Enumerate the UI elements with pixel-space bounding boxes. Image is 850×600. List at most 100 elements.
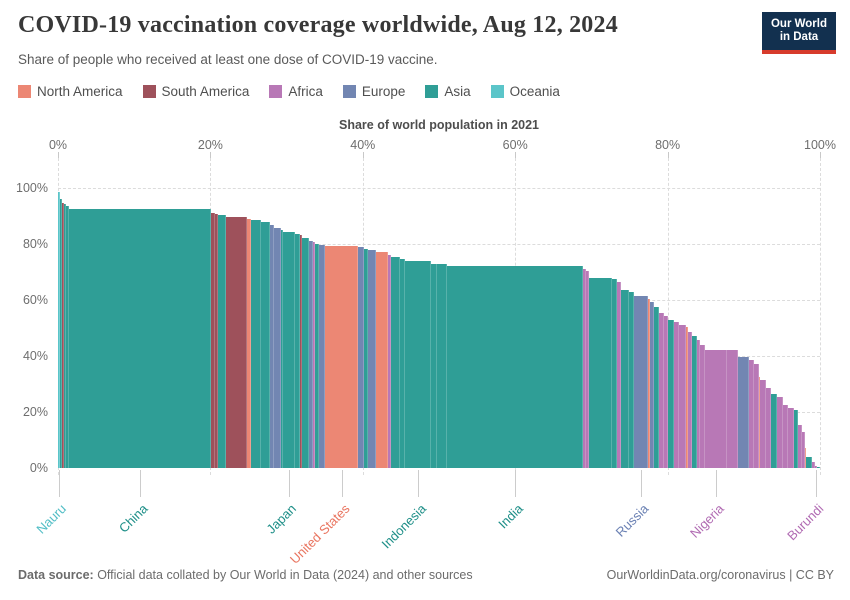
- bar-segment[interactable]: [436, 264, 447, 468]
- bar-segment[interactable]: [59, 199, 62, 468]
- owid-logo[interactable]: Our World in Data: [762, 12, 836, 54]
- bar-segment[interactable]: [667, 319, 675, 468]
- bar-nauru[interactable]: [58, 192, 60, 468]
- bar-segment[interactable]: [737, 357, 750, 468]
- page-title: COVID-19 vaccination coverage worldwide,…: [18, 12, 618, 38]
- country-label-china[interactable]: China: [116, 501, 151, 536]
- bar-segment[interactable]: [582, 269, 586, 468]
- bar-segment[interactable]: [787, 408, 794, 468]
- bar-segment[interactable]: [246, 218, 251, 468]
- bar-russia[interactable]: [633, 296, 649, 468]
- legend-item-asia[interactable]: Asia: [425, 84, 471, 99]
- legend-item-africa[interactable]: Africa: [269, 84, 323, 99]
- bar-segment[interactable]: [765, 388, 772, 468]
- bar-segment[interactable]: [294, 233, 301, 468]
- legend-item-north_america[interactable]: North America: [18, 84, 123, 99]
- bar-segment[interactable]: [309, 240, 314, 468]
- bar-indonesia[interactable]: [404, 261, 432, 468]
- bar-segment[interactable]: [658, 312, 665, 468]
- footer-link[interactable]: OurWorldinData.org/coronavirus | CC BY: [606, 568, 834, 582]
- bar-segment[interactable]: [214, 214, 219, 468]
- bar-segment[interactable]: [302, 237, 310, 468]
- bar-segment[interactable]: [816, 466, 820, 468]
- bar-segment[interactable]: [399, 259, 405, 468]
- bar-segment[interactable]: [754, 363, 760, 468]
- bar-segment[interactable]: [771, 393, 778, 468]
- bar-segment[interactable]: [226, 216, 247, 468]
- bar-segment[interactable]: [805, 448, 807, 468]
- bar-segment[interactable]: [314, 243, 319, 468]
- bar-segment[interactable]: [274, 227, 281, 468]
- bar-segment[interactable]: [260, 222, 270, 468]
- bar-segment[interactable]: [621, 289, 630, 468]
- bar-segment[interactable]: [211, 212, 215, 468]
- legend-item-south_america[interactable]: South America: [142, 84, 249, 99]
- bar-segment[interactable]: [692, 336, 697, 468]
- legend-swatch-asia: [425, 85, 439, 98]
- bar-nigeria[interactable]: [704, 349, 728, 468]
- country-label-burundi[interactable]: Burundi: [784, 501, 827, 544]
- country-label-nigeria[interactable]: Nigeria: [686, 501, 727, 541]
- bar-segment[interactable]: [300, 235, 303, 468]
- bar-segment[interactable]: [611, 279, 617, 468]
- bar-segment[interactable]: [648, 299, 651, 468]
- bar-segment[interactable]: [687, 332, 693, 468]
- bar-segment[interactable]: [654, 307, 659, 468]
- bar-segment[interactable]: [313, 242, 315, 468]
- legend-label-north_america: North America: [37, 84, 123, 99]
- bar-segment[interactable]: [777, 396, 784, 468]
- country-label-japan[interactable]: Japan: [263, 501, 300, 537]
- bar-segment[interactable]: [806, 456, 812, 468]
- country-label-india[interactable]: India: [494, 501, 526, 532]
- bar-segment[interactable]: [679, 325, 687, 468]
- bar-segment[interactable]: [364, 248, 368, 468]
- x-tick-mark-80: [667, 152, 669, 160]
- bar-segment[interactable]: [802, 431, 806, 468]
- bar-segment[interactable]: [280, 229, 283, 468]
- bar-segment[interactable]: [696, 340, 701, 468]
- bar-segment[interactable]: [367, 250, 377, 468]
- bar-segment[interactable]: [629, 291, 634, 468]
- bar-segment[interactable]: [664, 315, 668, 468]
- bar-segment[interactable]: [760, 379, 766, 468]
- bar-segment[interactable]: [616, 282, 622, 468]
- bar-segment[interactable]: [318, 245, 326, 468]
- bar-china[interactable]: [69, 209, 212, 468]
- bar-segment[interactable]: [674, 322, 680, 468]
- bar-segment[interactable]: [65, 206, 70, 468]
- legend-item-europe[interactable]: Europe: [342, 84, 405, 99]
- bar-segment[interactable]: [431, 263, 437, 468]
- bar-segment[interactable]: [700, 344, 705, 468]
- bar-burundi[interactable]: [814, 466, 817, 468]
- bar-segment[interactable]: [759, 377, 761, 468]
- bar-segment[interactable]: [727, 350, 738, 468]
- bar-segment[interactable]: [798, 424, 803, 468]
- bar-segment[interactable]: [218, 215, 226, 468]
- bar-segment[interactable]: [63, 204, 66, 468]
- footer-source-text: Official data collated by Our World in D…: [93, 568, 473, 582]
- bar-segment[interactable]: [783, 405, 788, 468]
- bar-segment[interactable]: [376, 252, 389, 468]
- bar-segment[interactable]: [749, 360, 755, 468]
- vertical-gridline-100: [820, 158, 821, 475]
- bar-segment[interactable]: [686, 327, 688, 468]
- bar-segment[interactable]: [793, 409, 799, 468]
- vertical-gridline-80: [667, 158, 669, 475]
- bar-segment[interactable]: [585, 270, 590, 468]
- country-label-indonesia[interactable]: Indonesia: [378, 501, 429, 552]
- bar-segment[interactable]: [589, 277, 612, 468]
- bar-segment[interactable]: [61, 202, 64, 468]
- country-label-russia[interactable]: Russia: [612, 501, 652, 540]
- bar-united-states[interactable]: [325, 246, 359, 468]
- bar-segment[interactable]: [811, 461, 815, 468]
- bar-segment[interactable]: [250, 220, 261, 468]
- bar-segment[interactable]: [388, 254, 391, 468]
- legend-item-oceania[interactable]: Oceania: [490, 84, 560, 99]
- bar-segment[interactable]: [269, 225, 275, 468]
- bar-japan[interactable]: [282, 231, 295, 468]
- bar-segment[interactable]: [650, 301, 655, 468]
- country-label-nauru[interactable]: Nauru: [33, 501, 70, 537]
- bar-segment[interactable]: [390, 257, 400, 468]
- bar-segment[interactable]: [358, 247, 365, 468]
- bar-india[interactable]: [447, 265, 583, 468]
